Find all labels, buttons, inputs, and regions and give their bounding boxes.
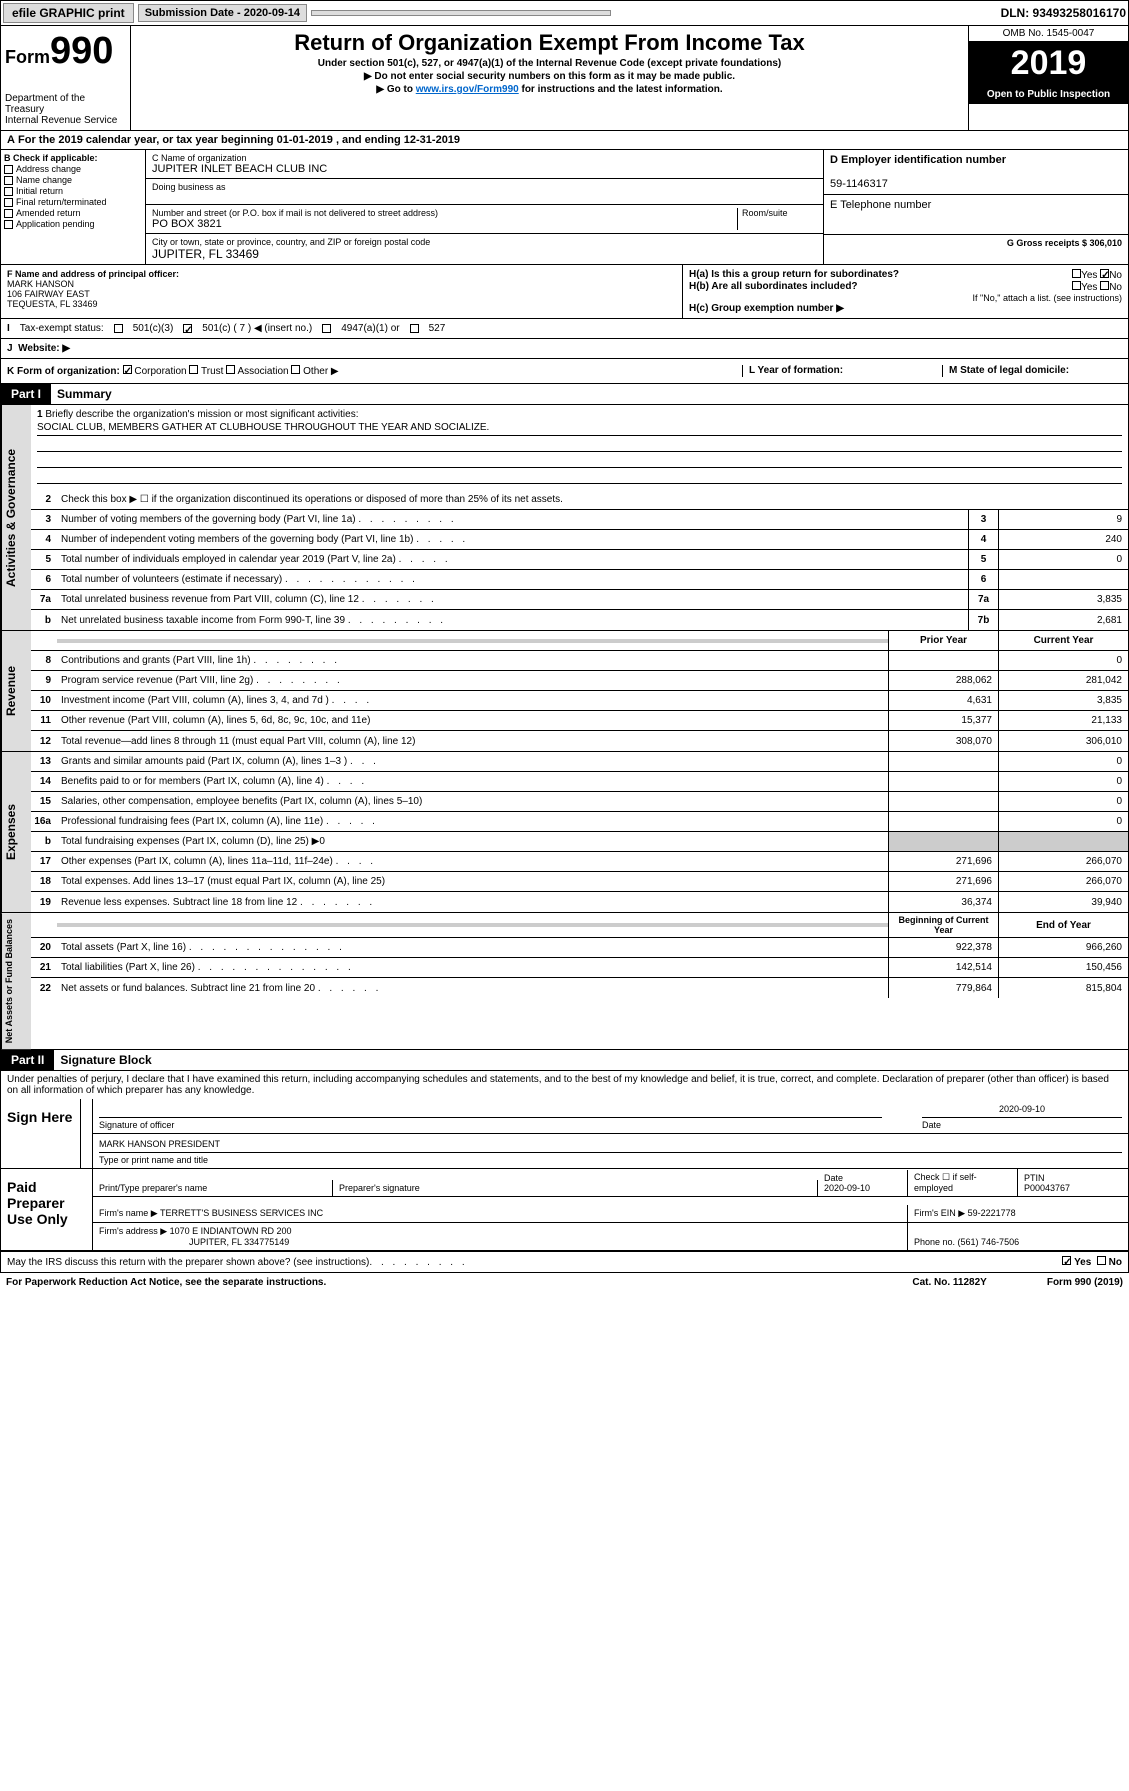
revenue-section: Revenue Prior YearCurrent Year 8Contribu… bbox=[0, 631, 1129, 752]
discuss-row: May the IRS discuss this return with the… bbox=[0, 1252, 1129, 1273]
open-public: Open to Public Inspection bbox=[969, 85, 1128, 104]
period-line: A For the 2019 calendar year, or tax yea… bbox=[1, 131, 466, 149]
netassets-section: Net Assets or Fund Balances Beginning of… bbox=[0, 913, 1129, 1050]
website-row: J Website: ▶ bbox=[0, 339, 1129, 359]
form-title: Return of Organization Exempt From Incom… bbox=[135, 30, 964, 56]
irs-link[interactable]: www.irs.gov/Form990 bbox=[416, 84, 519, 95]
submission-date: Submission Date - 2020-09-14 bbox=[138, 4, 307, 22]
k-org-form: K Form of organization: Corporation Trus… bbox=[0, 359, 1129, 384]
dln-label: DLN: 93493258016170 bbox=[1001, 6, 1126, 20]
signature-block: Under penalties of perjury, I declare th… bbox=[0, 1071, 1129, 1252]
checkbox[interactable] bbox=[4, 165, 13, 174]
part1-header: Part I bbox=[1, 384, 51, 404]
tax-exempt-status: I Tax-exempt status: 501(c)(3) 501(c) ( … bbox=[0, 319, 1129, 339]
top-toolbar: efile GRAPHIC print Submission Date - 20… bbox=[0, 0, 1129, 26]
expenses-section: Expenses 13Grants and similar amounts pa… bbox=[0, 752, 1129, 913]
part2-header: Part II bbox=[1, 1050, 54, 1070]
mission-text: SOCIAL CLUB, MEMBERS GATHER AT CLUBHOUSE… bbox=[37, 422, 1122, 436]
efile-button[interactable]: efile GRAPHIC print bbox=[3, 3, 134, 23]
org-address: PO BOX 3821 bbox=[152, 218, 222, 230]
omb-number: OMB No. 1545-0047 bbox=[969, 26, 1128, 42]
blank-button bbox=[311, 10, 611, 16]
dept-label: Department of the Treasury bbox=[5, 93, 126, 115]
gross-receipts: G Gross receipts $ 306,010 bbox=[1007, 238, 1122, 248]
footer: For Paperwork Reduction Act Notice, see … bbox=[0, 1273, 1129, 1292]
ein: 59-1146317 bbox=[830, 178, 888, 190]
irs-label: Internal Revenue Service bbox=[5, 115, 126, 126]
form-header: Form990 Department of the Treasury Inter… bbox=[0, 26, 1129, 131]
governance-section: Activities & Governance 1 Briefly descri… bbox=[0, 405, 1129, 631]
section-b: B Check if applicable: Address change Na… bbox=[0, 150, 1129, 265]
tax-year: 2019 bbox=[969, 42, 1128, 85]
org-city: JUPITER, FL 33469 bbox=[152, 247, 259, 261]
principal-officer: F Name and address of principal officer:… bbox=[0, 265, 1129, 319]
org-name: JUPITER INLET BEACH CLUB INC bbox=[152, 163, 327, 175]
